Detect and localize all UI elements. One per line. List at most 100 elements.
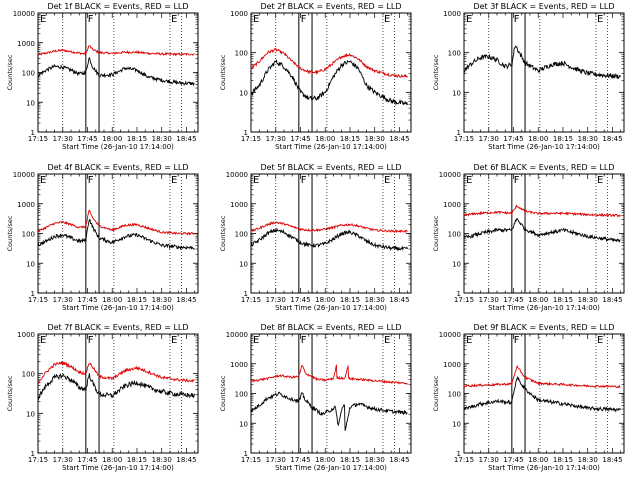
- series-lld-line: [37, 360, 195, 385]
- x-tick-label: 18:30: [578, 296, 598, 304]
- x-tick-label: 18:15: [553, 456, 573, 464]
- plot-frame: [463, 12, 625, 133]
- x-tick-label: 17:15: [454, 296, 474, 304]
- plot-frame: [250, 12, 412, 133]
- panel-det-4: Det 4f BLACK = Events, RED = LLD 1 10 100 10…: [6, 163, 199, 312]
- series-events-line: [463, 217, 621, 243]
- y-tick-label: 100: [235, 50, 248, 58]
- x-tick-label: 18:30: [152, 296, 172, 304]
- x-tick-label: 17:45: [77, 456, 97, 464]
- x-axis-label: Start Time (26-Jan-10 17:14:00): [62, 464, 174, 472]
- x-tick-label: 18:30: [578, 135, 598, 143]
- marker-F: F: [88, 14, 94, 25]
- marker-E-left: E: [466, 14, 472, 25]
- marker-E-right: E: [384, 335, 390, 346]
- marker-F: F: [301, 175, 307, 186]
- x-tick-label: 17:30: [266, 135, 286, 143]
- x-tick-label: 18:45: [176, 296, 196, 304]
- x-tick-label: 18:00: [102, 135, 122, 143]
- y-axis-label: Counts/sec: [6, 54, 14, 90]
- x-tick-label: 18:00: [315, 296, 335, 304]
- y-tick-label: 1: [31, 129, 35, 137]
- series-lld-line: [463, 204, 621, 218]
- x-tick-label: 18:15: [127, 296, 147, 304]
- panel-title: Det 6f BLACK = Events, RED = LLD: [473, 163, 614, 172]
- y-axis-label: Counts/sec: [219, 375, 227, 411]
- x-tick-label: 18:30: [365, 456, 385, 464]
- panel-det-9: Det 9f BLACK = Events, RED = LLD 1 10 100 10…: [432, 323, 625, 472]
- x-tick-label: 17:30: [479, 296, 499, 304]
- series-events-line: [37, 57, 195, 87]
- y-tick-label: 1: [244, 290, 248, 298]
- x-tick-label: 17:45: [77, 135, 97, 143]
- x-tick-label: 18:45: [176, 135, 196, 143]
- y-tick-label: 1000: [443, 361, 461, 369]
- y-tick-label: 10000: [13, 171, 35, 179]
- marker-E-left: E: [253, 14, 259, 25]
- x-tick-label: 18:00: [528, 456, 548, 464]
- marker-F: F: [301, 14, 307, 25]
- marker-E-right: E: [171, 175, 177, 186]
- y-axis-label: Counts/sec: [432, 215, 440, 251]
- x-axis-label: Start Time (26-Jan-10 17:14:00): [488, 304, 600, 312]
- marker-E-left: E: [40, 335, 46, 346]
- x-tick-label: 18:15: [553, 135, 573, 143]
- panel-det-5: Det 5f BLACK = Events, RED = LLD 1 10 100 10…: [219, 163, 412, 312]
- panel-det-8: Det 8f BLACK = Events, RED = LLD 1 10 100 10…: [219, 323, 412, 472]
- x-tick-label: 18:15: [340, 456, 360, 464]
- y-tick-label: 1: [244, 450, 248, 458]
- x-axis-label: Start Time (26-Jan-10 17:14:00): [488, 464, 600, 472]
- series-lld-line: [463, 364, 621, 389]
- series-events-line: [250, 391, 408, 431]
- y-tick-label: 10: [239, 420, 248, 428]
- x-tick-label: 18:45: [602, 296, 622, 304]
- y-axis-label: Counts/sec: [432, 375, 440, 411]
- marker-E-left: E: [253, 175, 259, 186]
- x-tick-label: 18:45: [602, 456, 622, 464]
- x-tick-label: 18:45: [602, 135, 622, 143]
- x-tick-label: 18:30: [152, 135, 172, 143]
- x-tick-label: 17:30: [53, 135, 73, 143]
- panel-det-7: Det 7f BLACK = Events, RED = LLD 1 10 100 10…: [6, 323, 199, 472]
- y-axis-label: Counts/sec: [432, 54, 440, 90]
- y-tick-label: 100: [448, 391, 461, 399]
- series-lld-line: [37, 209, 195, 236]
- x-tick-label: 17:15: [28, 456, 48, 464]
- y-tick-label: 1000: [230, 361, 248, 369]
- x-tick-label: 18:45: [389, 456, 409, 464]
- y-tick-label: 10000: [226, 171, 248, 179]
- series-lld-line: [37, 45, 195, 57]
- x-tick-label: 17:45: [290, 296, 310, 304]
- y-tick-label: 100: [22, 70, 35, 78]
- x-tick-label: 17:15: [241, 135, 261, 143]
- x-tick-label: 18:15: [127, 456, 147, 464]
- y-tick-label: 10: [239, 89, 248, 97]
- x-tick-label: 18:00: [102, 456, 122, 464]
- x-axis-label: Start Time (26-Jan-10 17:14:00): [275, 143, 387, 151]
- x-axis-label: Start Time (26-Jan-10 17:14:00): [275, 304, 387, 312]
- marker-E-left: E: [466, 335, 472, 346]
- panel-title: Det 5f BLACK = Events, RED = LLD: [260, 163, 401, 172]
- x-tick-label: 18:45: [389, 296, 409, 304]
- x-tick-label: 17:45: [503, 296, 523, 304]
- x-tick-label: 18:30: [152, 456, 172, 464]
- marker-F: F: [514, 335, 520, 346]
- y-tick-label: 10: [26, 410, 35, 418]
- y-tick-label: 10000: [439, 331, 461, 339]
- marker-F: F: [514, 175, 520, 186]
- x-tick-label: 17:45: [503, 456, 523, 464]
- x-tick-label: 17:45: [290, 456, 310, 464]
- x-tick-label: 17:30: [266, 296, 286, 304]
- y-axis-label: Counts/sec: [6, 375, 14, 411]
- series-lld-line: [250, 364, 408, 386]
- panel-title: Det 4f BLACK = Events, RED = LLD: [47, 163, 188, 172]
- x-tick-label: 18:00: [102, 296, 122, 304]
- x-axis-label: Start Time (26-Jan-10 17:14:00): [62, 143, 174, 151]
- panel-det-6: Det 6f BLACK = Events, RED = LLD 1 10 100 10…: [432, 163, 625, 312]
- x-tick-label: 17:30: [53, 296, 73, 304]
- y-tick-label: 1: [244, 129, 248, 137]
- y-axis-label: Counts/sec: [219, 215, 227, 251]
- series-events-line: [37, 373, 195, 401]
- y-tick-label: 1: [31, 450, 35, 458]
- marker-F: F: [88, 175, 94, 186]
